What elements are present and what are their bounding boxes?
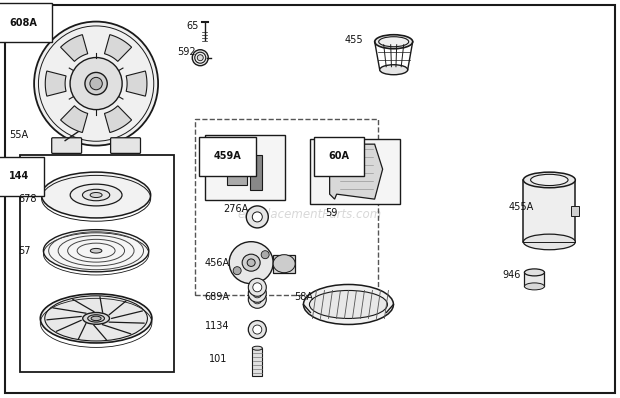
Ellipse shape: [525, 283, 544, 290]
Ellipse shape: [88, 315, 104, 322]
Text: 592: 592: [177, 47, 195, 57]
Ellipse shape: [91, 316, 101, 321]
Ellipse shape: [525, 269, 544, 276]
Ellipse shape: [523, 234, 575, 250]
Circle shape: [34, 21, 158, 146]
FancyBboxPatch shape: [110, 138, 141, 153]
Circle shape: [261, 251, 269, 259]
Bar: [205, 135, 285, 200]
Text: 456A: 456A: [205, 258, 230, 268]
Bar: [523, 180, 575, 242]
Circle shape: [233, 267, 241, 275]
Circle shape: [253, 289, 262, 298]
Bar: [273, 255, 295, 273]
Ellipse shape: [379, 65, 408, 75]
Ellipse shape: [90, 193, 102, 197]
Circle shape: [197, 55, 203, 61]
Text: 65: 65: [186, 21, 198, 31]
Circle shape: [253, 325, 262, 334]
Bar: [250, 155, 262, 190]
Text: 101: 101: [209, 354, 228, 364]
Text: 60A: 60A: [329, 151, 350, 161]
Circle shape: [195, 52, 206, 63]
Circle shape: [246, 206, 268, 228]
Bar: [195, 119, 378, 295]
Circle shape: [248, 284, 267, 302]
Ellipse shape: [82, 312, 110, 324]
Bar: [309, 139, 400, 204]
Bar: [525, 272, 544, 287]
FancyBboxPatch shape: [51, 138, 82, 153]
Text: 58A: 58A: [294, 291, 314, 302]
Text: 455A: 455A: [508, 202, 534, 212]
Ellipse shape: [70, 184, 122, 206]
Circle shape: [253, 295, 262, 304]
Circle shape: [248, 278, 267, 296]
Ellipse shape: [303, 285, 394, 324]
Text: 144: 144: [9, 171, 30, 181]
Text: 689A: 689A: [205, 291, 229, 302]
Text: 455: 455: [344, 35, 363, 45]
Polygon shape: [105, 35, 131, 61]
Polygon shape: [105, 106, 131, 133]
Text: 1134: 1134: [205, 321, 229, 332]
Bar: [571, 206, 579, 216]
Bar: [20, 155, 174, 372]
Text: 276A: 276A: [223, 204, 249, 214]
Ellipse shape: [229, 242, 273, 284]
Ellipse shape: [374, 35, 413, 49]
Circle shape: [248, 290, 267, 308]
Ellipse shape: [252, 346, 262, 350]
Polygon shape: [126, 71, 147, 96]
Ellipse shape: [45, 296, 148, 341]
Polygon shape: [330, 144, 383, 199]
Circle shape: [90, 77, 102, 90]
Circle shape: [253, 283, 262, 292]
Ellipse shape: [531, 174, 568, 185]
Ellipse shape: [273, 255, 295, 273]
Ellipse shape: [82, 189, 110, 201]
Text: eReplacementParts.com: eReplacementParts.com: [238, 209, 382, 221]
Text: 608A: 608A: [9, 18, 37, 28]
Ellipse shape: [43, 230, 149, 272]
Polygon shape: [45, 71, 66, 96]
Ellipse shape: [242, 254, 260, 271]
Ellipse shape: [40, 294, 152, 343]
Circle shape: [70, 58, 122, 109]
Text: 59: 59: [326, 208, 338, 218]
Text: 459A: 459A: [214, 151, 242, 161]
Ellipse shape: [91, 248, 102, 253]
Polygon shape: [61, 106, 87, 133]
Circle shape: [252, 212, 262, 222]
Text: 57: 57: [19, 246, 31, 256]
Circle shape: [248, 320, 267, 339]
Ellipse shape: [42, 172, 151, 218]
Ellipse shape: [309, 291, 388, 318]
Circle shape: [192, 50, 208, 66]
Bar: [252, 348, 262, 376]
Text: 55A: 55A: [9, 130, 29, 140]
Polygon shape: [61, 35, 87, 61]
Ellipse shape: [523, 172, 575, 188]
Ellipse shape: [379, 37, 409, 47]
Text: 946: 946: [502, 269, 521, 280]
Ellipse shape: [247, 259, 255, 266]
Bar: [227, 173, 247, 185]
Text: 678: 678: [19, 194, 37, 204]
Circle shape: [85, 72, 107, 95]
